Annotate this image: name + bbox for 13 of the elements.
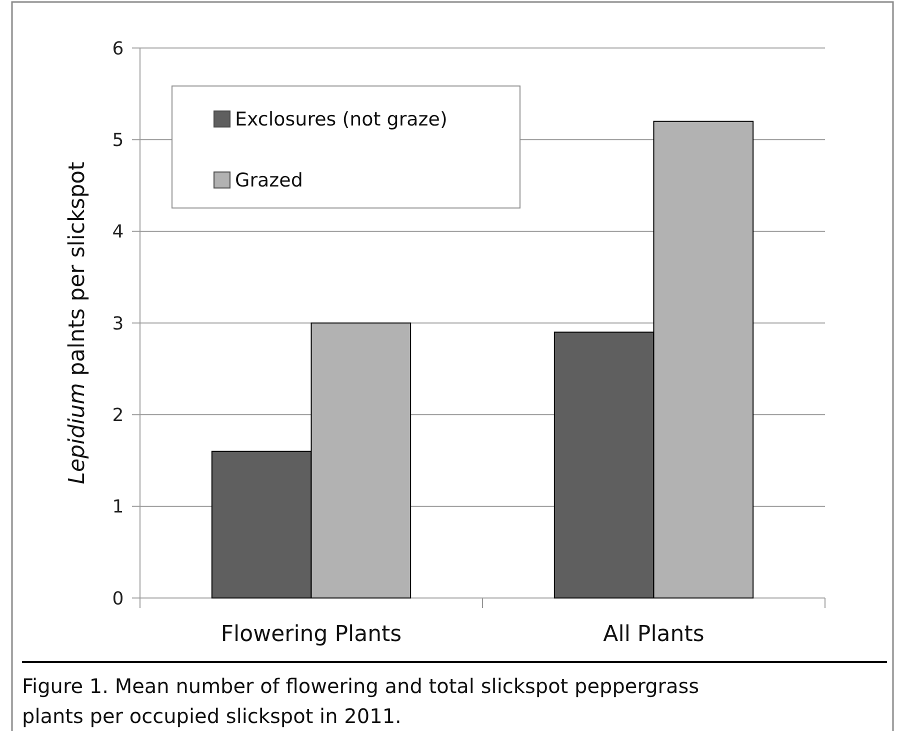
legend-label: Exclosures (not graze) bbox=[235, 108, 448, 131]
y-tick-label: 5 bbox=[112, 130, 124, 151]
y-axis-title: Lepidium palnts per slickspot bbox=[65, 161, 90, 484]
x-tick-label: All Plants bbox=[603, 622, 704, 647]
y-tick-label: 3 bbox=[112, 313, 124, 334]
caption: Figure 1. Mean number of flowering and total slickspot peppergrass plants per occupied slickspot in 2011. bbox=[22, 674, 700, 728]
y-tick-label: 6 bbox=[112, 38, 124, 60]
y-tick-label: 1 bbox=[112, 496, 124, 518]
y-tick-label: 0 bbox=[112, 588, 124, 610]
y-tick-label: 2 bbox=[112, 404, 124, 426]
y-tick-label: 4 bbox=[112, 222, 124, 243]
legend-label: Grazed bbox=[235, 170, 303, 192]
x-tick-label: Flowering Plants bbox=[220, 622, 402, 647]
